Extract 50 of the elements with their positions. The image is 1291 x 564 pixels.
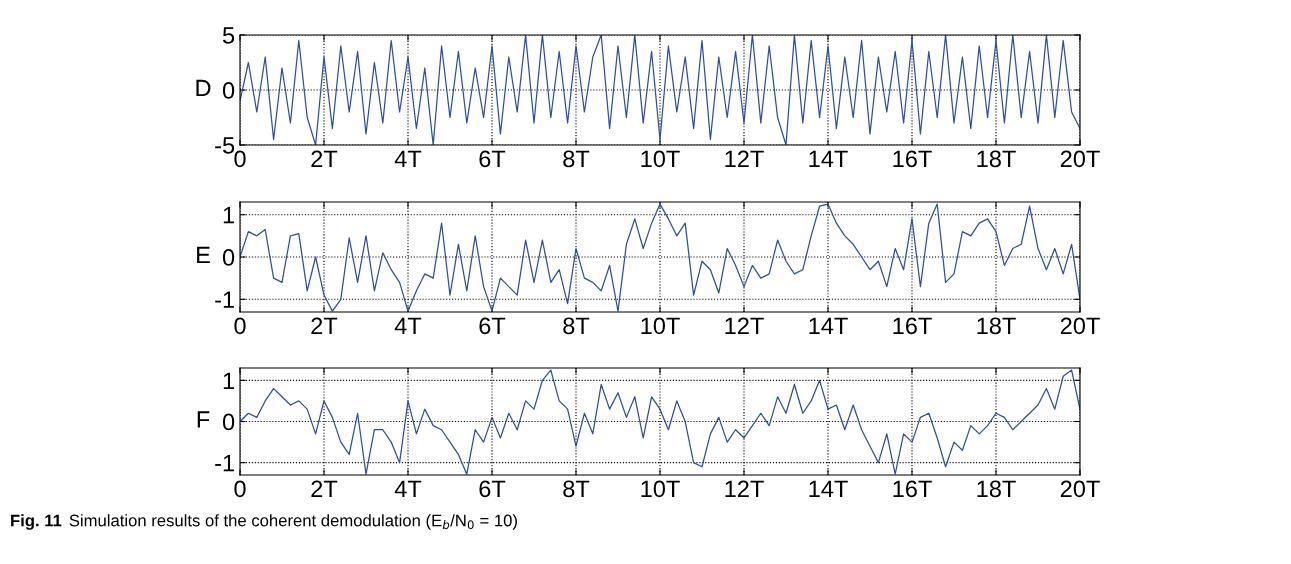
y-tick-label: 5	[222, 27, 235, 44]
y-tick-label: -1	[215, 291, 234, 308]
x-tick-label: 4T	[394, 150, 422, 167]
x-tick-label: 2T	[311, 150, 338, 167]
y-tick-label: 0	[222, 413, 235, 431]
text: Simulation results of the coherent demodulation (E$_{b}$/N$_{0}$ = 10)	[69, 514, 517, 530]
x-tick-label: 12T	[725, 150, 764, 167]
x-tick-label: 12T	[725, 480, 764, 497]
x-tick-label: 0	[234, 480, 246, 498]
x-tick-label: 0	[234, 150, 246, 168]
y-tick-label: 1	[223, 372, 234, 389]
x-tick-label: 2T	[311, 317, 338, 334]
caption: Fig. 11	[11, 514, 62, 530]
y-tick-label: 1	[223, 207, 234, 224]
y-axis-title: D	[196, 79, 211, 97]
line-series	[240, 369, 1080, 475]
x-tick-label: 14T	[809, 480, 848, 497]
x-tick-label: 20T	[1060, 317, 1100, 335]
x-tick-label: 18T	[977, 150, 1016, 168]
y-axis-title: E	[197, 246, 210, 264]
x-tick-label: 6T	[479, 150, 506, 168]
y-tick-label: -5	[215, 137, 235, 154]
line-series	[240, 203, 1080, 312]
x-tick-label: 10T	[641, 480, 680, 498]
x-tick-label: 20T	[1060, 150, 1100, 168]
x-tick-label: 8T	[563, 150, 590, 168]
x-tick-label: 18T	[977, 317, 1016, 335]
x-tick-label: 16T	[893, 480, 932, 498]
x-tick-label: 0	[234, 317, 246, 335]
x-tick-label: 14T	[809, 317, 848, 334]
y-tick-label: 0	[222, 82, 235, 99]
x-tick-label: 16T	[893, 317, 932, 335]
x-tick-label: 8T	[563, 317, 590, 335]
y-tick-label: 0	[222, 249, 235, 266]
x-tick-label: 2T	[311, 480, 338, 497]
x-tick-label: 14T	[809, 150, 848, 167]
y-axis-title: F	[197, 411, 210, 428]
x-tick-label: 4T	[394, 480, 422, 497]
x-tick-label: 8T	[563, 480, 590, 498]
x-tick-label: 10T	[641, 317, 680, 335]
x-tick-label: 20T	[1060, 480, 1100, 498]
x-tick-label: 6T	[479, 480, 506, 498]
x-tick-label: 4T	[394, 317, 422, 334]
line-series	[240, 35, 1080, 145]
x-tick-label: 18T	[977, 480, 1016, 498]
x-tick-label: 6T	[479, 317, 506, 335]
x-tick-label: 16T	[893, 150, 932, 168]
x-tick-label: 10T	[641, 150, 680, 168]
x-tick-label: 12T	[725, 317, 764, 334]
y-tick-label: -1	[215, 454, 234, 472]
